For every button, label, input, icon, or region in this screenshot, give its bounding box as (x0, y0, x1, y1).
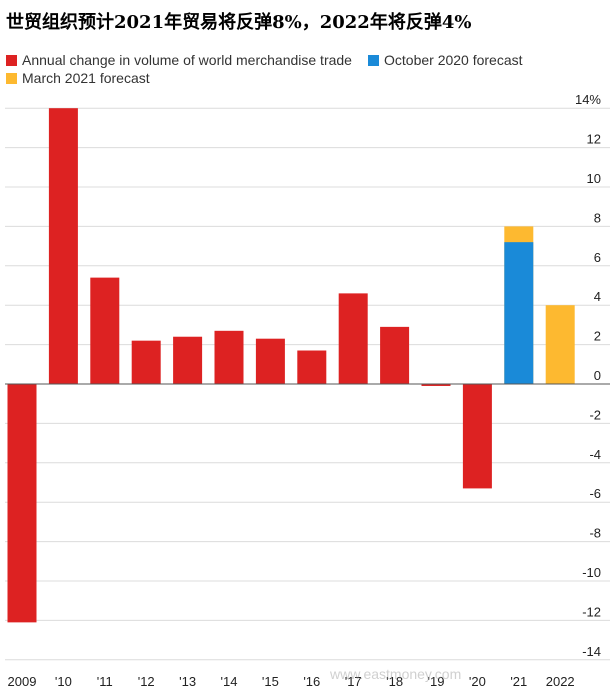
x-tick-label: 2022 (546, 674, 575, 689)
x-tick-label: '18 (386, 674, 403, 689)
bar (380, 326, 410, 384)
y-tick-label: -14 (582, 644, 601, 659)
x-tick-label: '15 (262, 674, 279, 689)
legend-item-annual-change: Annual change in volume of world merchan… (6, 52, 352, 68)
legend-swatch-red (6, 54, 17, 66)
y-tick-label: -12 (582, 604, 601, 619)
y-tick-label: -10 (582, 565, 601, 580)
bar (255, 338, 285, 384)
x-tick-label: '10 (55, 674, 72, 689)
x-tick-label: '20 (469, 674, 486, 689)
y-tick-label: 6 (594, 250, 601, 265)
y-tick-label: -8 (589, 526, 601, 541)
x-tick-label: 2009 (8, 674, 37, 689)
bar (462, 384, 492, 489)
watermark: www.eastmoney.com (330, 666, 462, 682)
x-tick-label: '11 (97, 674, 113, 689)
legend-swatch-yellow (6, 72, 17, 84)
x-tick-label: '21 (510, 674, 527, 689)
bar (338, 293, 368, 384)
y-tick-label: 4 (594, 289, 601, 304)
x-tick-label: '14 (221, 674, 238, 689)
bar (90, 277, 120, 384)
y-tick-label: 0 (594, 368, 601, 383)
legend-item-march-forecast: March 2021 forecast (6, 70, 150, 86)
y-tick-label: 14% (575, 92, 601, 107)
x-tick-label: '12 (138, 674, 155, 689)
bar (7, 384, 37, 623)
bar (421, 384, 451, 386)
bar (297, 350, 327, 384)
legend-label: October 2020 forecast (384, 52, 523, 68)
x-tick-label: '19 (428, 674, 445, 689)
x-tick-label: '13 (179, 674, 196, 689)
legend-item-october-forecast: October 2020 forecast (368, 52, 523, 68)
x-tick-label: '16 (303, 674, 320, 689)
legend-swatch-blue (368, 54, 379, 66)
bar (173, 336, 203, 384)
y-tick-label: -2 (589, 407, 601, 422)
bar (131, 340, 161, 384)
x-tick-label: '17 (345, 674, 362, 689)
y-tick-label: 2 (594, 329, 601, 344)
y-tick-label: -6 (589, 486, 601, 501)
chart-title: 世贸组织预计2021年贸易将反弹8%，2022年将反弹4% (6, 12, 472, 33)
y-tick-label: -4 (589, 447, 601, 462)
legend-label: March 2021 forecast (22, 70, 150, 86)
bar (48, 108, 78, 384)
y-tick-label: 8 (594, 210, 601, 225)
legend-label: Annual change in volume of world merchan… (22, 52, 352, 68)
y-tick-label: 10 (587, 171, 601, 186)
bar (214, 330, 244, 384)
bar (504, 242, 534, 384)
y-tick-label: 12 (587, 132, 601, 147)
bar (545, 305, 575, 384)
